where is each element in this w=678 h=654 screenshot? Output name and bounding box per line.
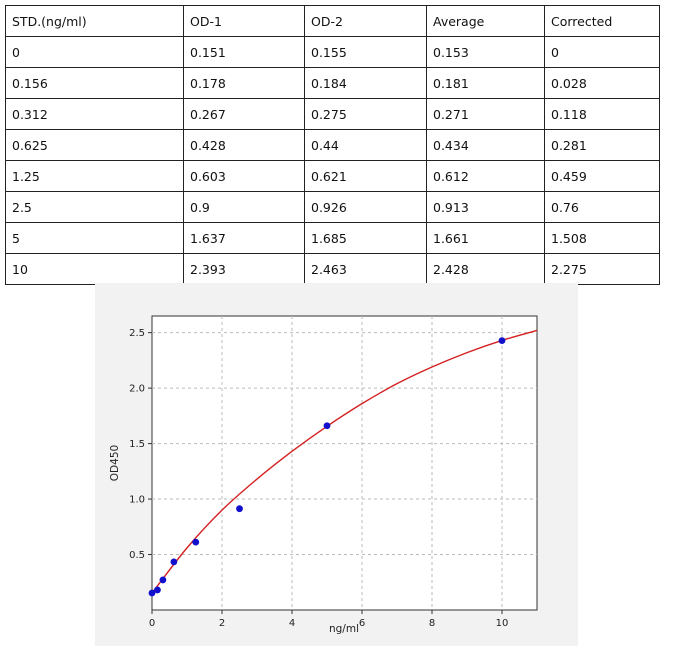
table-row: 1.25 0.603 0.621 0.612 0.459: [5, 160, 660, 192]
plot-area: [151, 315, 538, 611]
x-tick-label: 2: [219, 618, 225, 629]
data-point: [159, 576, 167, 584]
data-table: STD.(ng/ml) OD-1 OD-2 Average Corrected 0 0.15…: [5, 5, 660, 285]
grid-layer: [152, 316, 537, 610]
table-header-cell: OD-2: [304, 5, 427, 37]
table-cell: 1.685: [304, 222, 427, 254]
data-point: [498, 337, 506, 345]
table-header-cell: OD-1: [183, 5, 305, 37]
table-cell: 0.9: [183, 191, 305, 223]
tick-layer: 0 2 4 6 8 10 0.5 1.0 1.5 2.0 2.5: [129, 328, 508, 629]
table-cell: 0.156: [5, 67, 184, 99]
table-row: 2.5 0.9 0.926 0.913 0.76: [5, 191, 660, 223]
table-row: 0.156 0.178 0.184 0.181 0.028: [5, 67, 660, 99]
table-row: 0 0.151 0.155 0.153 0: [5, 36, 660, 68]
table-cell: 0.178: [183, 67, 305, 99]
table-cell: 0.118: [544, 98, 660, 130]
chart-svg: 0 2 4 6 8 10 0.5 1.0 1.5 2.0 2.5 ng/ml OD450: [109, 315, 538, 635]
x-tick-label: 10: [496, 618, 509, 629]
table-cell: 0.44: [304, 129, 427, 161]
table-cell: 0.281: [544, 129, 660, 161]
table-header-cell: Corrected: [544, 5, 660, 37]
table-cell: 2.393: [183, 253, 305, 285]
table-cell: 5: [5, 222, 184, 254]
table-cell: 0.028: [544, 67, 660, 99]
y-tick-label: 1.5: [129, 439, 145, 450]
chart-panel: 0 2 4 6 8 10 0.5 1.0 1.5 2.0 2.5 ng/ml OD450: [95, 283, 578, 646]
table-cell: 0.621: [304, 160, 427, 192]
table-cell: 0.603: [183, 160, 305, 192]
table-cell: 2.428: [426, 253, 545, 285]
table-cell: 2.463: [304, 253, 427, 285]
table-cell: 10: [5, 253, 184, 285]
fit-curve-line: [151, 329, 538, 594]
point-layer: [148, 337, 506, 597]
table-cell: 0.612: [426, 160, 545, 192]
table-cell: 0.459: [544, 160, 660, 192]
table-row: 0.625 0.428 0.44 0.434 0.281: [5, 129, 660, 161]
table-body: STD.(ng/ml) OD-1 OD-2 Average Corrected 0 0.15…: [5, 5, 660, 285]
table-cell: 0: [544, 36, 660, 68]
table-cell: 0.625: [5, 129, 184, 161]
table-cell: 2.275: [544, 253, 660, 285]
table-cell: 0.267: [183, 98, 305, 130]
table-row: 5 1.637 1.685 1.661 1.508: [5, 222, 660, 254]
data-point: [236, 505, 243, 513]
curve-layer: [151, 329, 538, 594]
table-cell: 1.508: [544, 222, 660, 254]
table-cell: 0.428: [183, 129, 305, 161]
table-cell: 0.151: [183, 36, 305, 68]
table-cell: 0.153: [426, 36, 545, 68]
table-cell: 0.913: [426, 191, 545, 223]
x-tick-label: 4: [289, 618, 295, 629]
y-tick-label: 2.5: [129, 328, 145, 339]
table-cell: 0.76: [544, 191, 660, 223]
table-cell: 0.155: [304, 36, 427, 68]
x-tick-label: 6: [359, 618, 365, 629]
table-row: 10 2.393 2.463 2.428 2.275: [5, 253, 660, 285]
table-header-row: STD.(ng/ml) OD-1 OD-2 Average Corrected: [5, 5, 660, 37]
table-cell: 0.181: [426, 67, 545, 99]
table-cell: 0.275: [304, 98, 427, 130]
table-cell: 1.637: [183, 222, 305, 254]
table-cell: 0: [5, 36, 184, 68]
table-cell: 0.312: [5, 98, 184, 130]
y-tick-label: 2.0: [129, 384, 145, 395]
table-cell: 1.661: [426, 222, 545, 254]
y-tick-label: 1.0: [129, 495, 145, 506]
table-cell: 0.926: [304, 191, 427, 223]
y-tick-label: 0.5: [129, 550, 145, 561]
table-cell: 1.25: [5, 160, 184, 192]
data-point: [170, 558, 178, 566]
x-tick-label: 8: [429, 618, 435, 629]
data-point: [148, 589, 156, 597]
table-row: 0.312 0.267 0.275 0.271 0.118: [5, 98, 660, 130]
table-header-cell: Average: [426, 5, 545, 37]
x-tick-label: 0: [149, 618, 155, 629]
data-point: [323, 422, 331, 430]
x-axis-label: ng/ml: [329, 623, 359, 635]
y-axis-label: OD450: [109, 445, 121, 481]
table-cell: 2.5: [5, 191, 184, 223]
table-cell: 0.184: [304, 67, 427, 99]
data-point: [154, 586, 161, 594]
table-cell: 0.434: [426, 129, 545, 161]
table-header-cell: STD.(ng/ml): [5, 5, 184, 37]
data-point: [192, 538, 200, 546]
table-cell: 0.271: [426, 98, 545, 130]
